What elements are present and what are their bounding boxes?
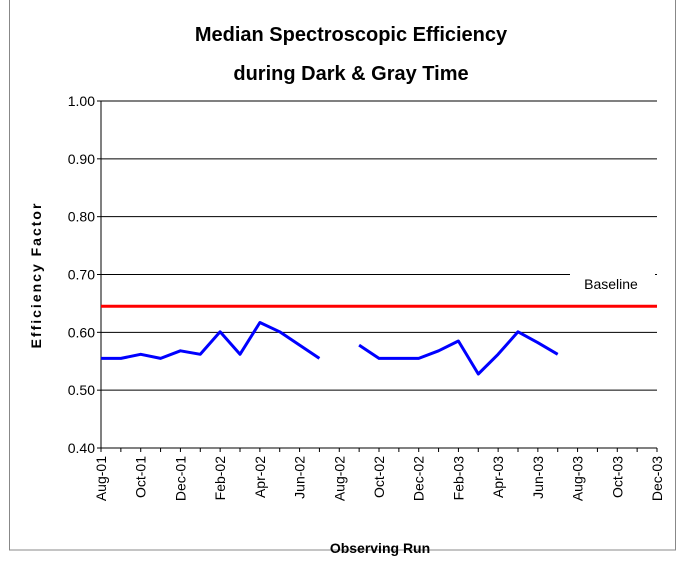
x-tick-label: Feb-02 [212, 456, 228, 501]
data-line [101, 321, 559, 376]
x-tick-label: Dec-03 [649, 456, 665, 501]
x-tick-label: Jun-03 [530, 456, 546, 499]
chart-title: Median Spectroscopic Efficiency [195, 24, 508, 46]
x-tick-label: Oct-01 [133, 456, 149, 498]
x-tick-label: Oct-02 [371, 456, 387, 498]
x-tick-label: Dec-01 [172, 456, 188, 501]
y-tick-label: 0.40 [68, 440, 95, 456]
x-tick-label: Oct-03 [609, 456, 625, 498]
y-tick-label: 0.50 [68, 382, 95, 398]
y-tick-label: 0.90 [68, 151, 95, 167]
y-tick-label: 0.80 [68, 209, 95, 225]
y-tick-label: 1.00 [68, 93, 95, 109]
x-tick-label: Feb-03 [450, 456, 466, 501]
y-axis-title: Efficiency Factor [28, 202, 44, 349]
x-axis-title: Observing Run [330, 540, 430, 556]
baseline-label-bg [570, 272, 655, 294]
y-tick-label: 0.70 [68, 267, 95, 283]
x-tick-label: Aug-02 [331, 456, 347, 501]
baseline-label: Baseline [584, 276, 638, 292]
chart-title: during Dark & Gray Time [233, 63, 468, 85]
x-tick-label: Apr-03 [490, 456, 506, 498]
chart-frame [9, 0, 676, 551]
x-tick-label: Apr-02 [252, 456, 268, 498]
x-tick-label: Aug-03 [570, 456, 586, 501]
y-tick-label: 0.60 [68, 324, 95, 340]
x-tick-label: Dec-02 [411, 456, 427, 501]
x-tick-label: Aug-01 [93, 456, 109, 501]
x-tick-label: Jun-02 [292, 456, 308, 499]
